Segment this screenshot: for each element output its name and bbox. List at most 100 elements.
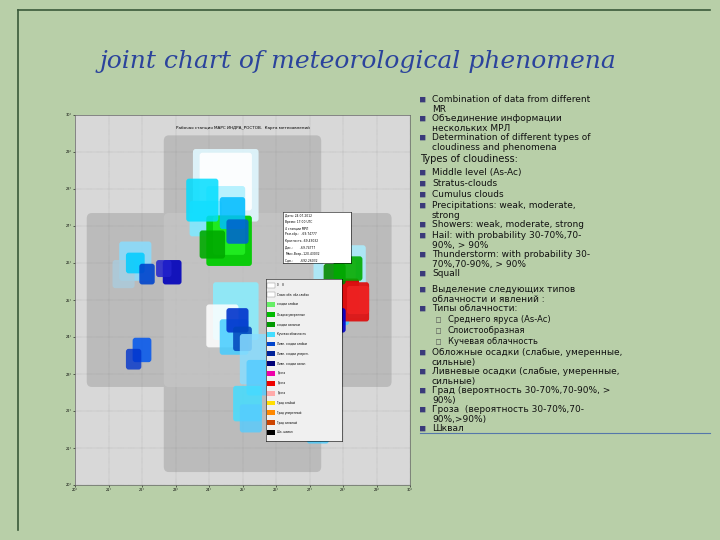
Text: Обложные осадки (слабые, умеренные,
сильные): Обложные осадки (слабые, умеренные, силь… xyxy=(432,348,622,367)
Text: ■: ■ xyxy=(420,285,426,294)
Text: Макс.Возр.-120.43032: Макс.Возр.-120.43032 xyxy=(285,252,320,256)
FancyBboxPatch shape xyxy=(233,386,262,421)
Text: Showers: weak, moderate, strong: Showers: weak, moderate, strong xyxy=(432,220,584,229)
Text: Среднего яруса (As-Ac): Среднего яруса (As-Ac) xyxy=(448,315,551,324)
Text: Кучевая облачность: Кучевая облачность xyxy=(277,332,307,336)
FancyBboxPatch shape xyxy=(307,415,329,443)
Text: Precipitations: weak, moderate,
strong: Precipitations: weak, moderate, strong xyxy=(432,201,575,220)
FancyBboxPatch shape xyxy=(186,179,218,221)
Text: Determination of different types of
cloudiness and phenomena: Determination of different types of clou… xyxy=(432,133,590,152)
Text: осадки слабые: осадки слабые xyxy=(277,303,299,307)
Text: Ливн. осадки сильн.: Ливн. осадки сильн. xyxy=(277,362,307,366)
FancyBboxPatch shape xyxy=(323,260,356,303)
Text: Ливн. осадки слабые: Ливн. осадки слабые xyxy=(277,342,307,346)
FancyBboxPatch shape xyxy=(300,401,332,436)
Text: осадки сильные: осадки сильные xyxy=(277,322,300,326)
Text: ■: ■ xyxy=(420,190,426,199)
FancyBboxPatch shape xyxy=(317,305,336,325)
Text: Время: 17:00 UTC: Время: 17:00 UTC xyxy=(285,220,312,224)
Text: Дис.:       -69.74777: Дис.: -69.74777 xyxy=(285,245,315,249)
FancyBboxPatch shape xyxy=(126,253,145,273)
FancyBboxPatch shape xyxy=(213,282,258,340)
Text: ■: ■ xyxy=(420,304,426,313)
Text: □: □ xyxy=(436,326,441,335)
FancyBboxPatch shape xyxy=(207,305,238,347)
FancyBboxPatch shape xyxy=(313,245,366,318)
Text: □: □ xyxy=(436,337,441,346)
Text: Слоис.обл. обл.слабая: Слоис.обл. обл.слабая xyxy=(277,293,309,297)
Bar xyxy=(267,322,275,327)
Bar xyxy=(267,342,275,347)
FancyBboxPatch shape xyxy=(189,201,222,237)
Text: Рабочая станция МАРС ИНДРА_РОСТОВ.  Карта метеоявлений: Рабочая станция МАРС ИНДРА_РОСТОВ. Карта… xyxy=(176,126,310,130)
Text: Объединение информации
нескольких МРЛ: Объединение информации нескольких МРЛ xyxy=(432,114,562,133)
Text: ■: ■ xyxy=(420,250,426,259)
Text: Осадки умеренные: Осадки умеренные xyxy=(277,313,305,316)
FancyBboxPatch shape xyxy=(333,256,362,281)
Text: Типы облачности:: Типы облачности: xyxy=(432,304,518,313)
Bar xyxy=(267,401,275,406)
FancyBboxPatch shape xyxy=(199,153,252,211)
Bar xyxy=(267,293,275,298)
FancyBboxPatch shape xyxy=(156,260,171,277)
Text: ■: ■ xyxy=(420,367,426,376)
Text: Сдв.:       -692.26032: Сдв.: -692.26032 xyxy=(285,258,318,262)
FancyBboxPatch shape xyxy=(240,334,272,384)
Text: Кратность -69.43032: Кратность -69.43032 xyxy=(285,239,318,243)
FancyBboxPatch shape xyxy=(140,264,155,285)
Text: ■: ■ xyxy=(420,114,426,123)
Text: ■: ■ xyxy=(420,201,426,210)
Text: ■: ■ xyxy=(420,95,426,104)
Text: Ливневые осадки (слабые, умеренные,
сильные): Ливневые осадки (слабые, умеренные, силь… xyxy=(432,367,619,387)
Bar xyxy=(267,420,275,425)
Text: Cumulus clouds: Cumulus clouds xyxy=(432,190,503,199)
Bar xyxy=(267,302,275,307)
FancyBboxPatch shape xyxy=(347,286,369,314)
Bar xyxy=(267,361,275,366)
Text: Гроза  (вероятность 30-70%,70-
90%,>90%): Гроза (вероятность 30-70%,70- 90%,>90%) xyxy=(432,405,584,424)
Bar xyxy=(267,312,275,317)
FancyBboxPatch shape xyxy=(163,260,181,285)
Text: Град слабый: Град слабый xyxy=(277,401,295,405)
Bar xyxy=(267,332,275,336)
FancyBboxPatch shape xyxy=(163,213,321,387)
Text: Кучевая облачность: Кучевая облачность xyxy=(448,337,538,346)
Text: Combination of data from different
MR: Combination of data from different MR xyxy=(432,95,590,114)
Text: 4 станции МРЛ: 4 станции МРЛ xyxy=(285,226,309,230)
FancyBboxPatch shape xyxy=(112,260,135,288)
Text: Squall: Squall xyxy=(432,269,460,278)
Text: Выделение следующих типов
облачности и явлений :: Выделение следующих типов облачности и я… xyxy=(432,285,575,305)
Text: Град умеренный: Град умеренный xyxy=(277,411,302,415)
FancyBboxPatch shape xyxy=(333,279,359,310)
FancyBboxPatch shape xyxy=(163,136,321,472)
Bar xyxy=(267,371,275,376)
FancyBboxPatch shape xyxy=(246,360,272,395)
FancyBboxPatch shape xyxy=(199,231,225,259)
FancyBboxPatch shape xyxy=(132,338,151,362)
FancyBboxPatch shape xyxy=(323,264,346,285)
FancyBboxPatch shape xyxy=(341,282,369,321)
Text: Град (вероятность 30-70%,70-90%, >
90%): Град (вероятность 30-70%,70-90%, > 90%) xyxy=(432,386,611,406)
FancyBboxPatch shape xyxy=(207,186,246,229)
Text: ■: ■ xyxy=(420,269,426,278)
FancyBboxPatch shape xyxy=(226,219,248,244)
Text: Рем.обр.:  -69.74777: Рем.обр.: -69.74777 xyxy=(285,233,318,237)
Text: ■: ■ xyxy=(420,424,426,433)
FancyBboxPatch shape xyxy=(240,404,262,433)
Text: Шквал: Шквал xyxy=(432,424,464,433)
Bar xyxy=(267,390,275,395)
Bar xyxy=(267,352,275,356)
Text: Шк. шквал: Шк. шквал xyxy=(277,430,293,434)
Text: 0    8: 0 8 xyxy=(277,283,284,287)
Text: ■: ■ xyxy=(420,231,426,240)
Text: Дата: 24.07.2012: Дата: 24.07.2012 xyxy=(285,213,312,217)
FancyBboxPatch shape xyxy=(220,197,246,229)
Text: ■: ■ xyxy=(420,348,426,357)
Text: Гроза: Гроза xyxy=(277,372,285,375)
Bar xyxy=(267,410,275,415)
FancyBboxPatch shape xyxy=(220,319,248,355)
FancyBboxPatch shape xyxy=(320,289,349,325)
FancyBboxPatch shape xyxy=(120,241,151,281)
Text: ■: ■ xyxy=(420,168,426,177)
FancyBboxPatch shape xyxy=(226,308,248,333)
